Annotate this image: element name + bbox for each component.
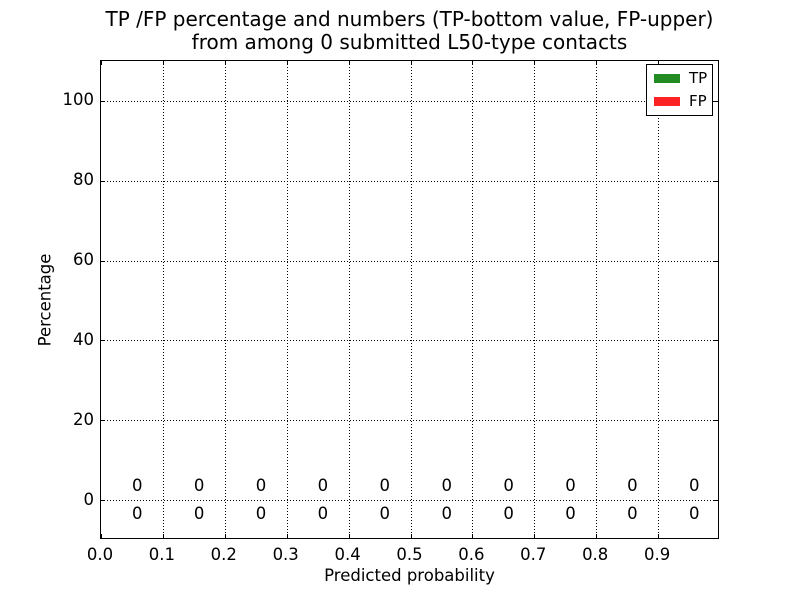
x-gridline [534, 61, 536, 538]
x-tick-bottom [410, 534, 412, 538]
x-tick-top [472, 61, 474, 65]
x-tick-label: 0.8 [582, 545, 609, 564]
y-tick-label: 20 [73, 409, 94, 429]
y-gridline [101, 340, 718, 342]
y-tick-label: 60 [73, 250, 94, 270]
y-gridline [101, 420, 718, 422]
x-gridline [658, 61, 660, 538]
fp-count-annotation: 0 [503, 476, 514, 496]
x-gridline [224, 61, 226, 538]
tp-count-annotation: 0 [255, 504, 267, 524]
y-tick-right [714, 100, 718, 102]
x-tick-label: 0.6 [458, 545, 485, 564]
y-tick-right [714, 340, 718, 342]
fp-count-annotation: 0 [131, 476, 143, 496]
y-tick-right [714, 180, 718, 182]
x-gridline [348, 61, 350, 538]
x-gridline [286, 61, 288, 538]
x-tick-top [224, 61, 226, 65]
fp-count-annotation: 0 [565, 476, 576, 496]
y-tick-left [101, 500, 105, 502]
x-tick-top [101, 61, 102, 65]
fp-count-annotation: 0 [317, 476, 329, 496]
y-tick-label: 100 [62, 90, 95, 110]
legend-label-tp: TP [689, 69, 708, 87]
x-gridline [162, 61, 164, 538]
x-tick-top [286, 61, 288, 65]
fp-count-annotation: 0 [379, 476, 391, 496]
legend-entry-tp: TP [647, 67, 712, 90]
tp-count-annotation: 0 [193, 504, 205, 524]
fp-count-annotation: 0 [689, 476, 700, 496]
y-tick-label: 80 [73, 170, 94, 190]
fp-count-annotation: 0 [255, 476, 267, 496]
tp-count-annotation: 0 [317, 504, 329, 524]
x-tick-label: 0.3 [272, 545, 299, 564]
x-axis-label: Predicted probability [324, 566, 495, 585]
chart-title-line-2: from among 0 submitted L50-type contacts [191, 29, 628, 54]
y-tick-left [101, 260, 105, 262]
legend-entry-fp: FP [647, 90, 712, 113]
legend-swatch-fp [654, 97, 680, 106]
y-gridline [101, 180, 718, 182]
legend-swatch-tp [654, 74, 680, 83]
fp-count-annotation: 0 [627, 476, 638, 496]
y-tick-right [714, 260, 718, 262]
y-tick-left [101, 100, 105, 102]
plot-area: 0 0 0 0 0 0 0 0 0 0 0 0 0 0 0 0 0 0 0 0 TP FP [100, 60, 719, 539]
x-tick-top [410, 61, 412, 65]
y-tick-right [714, 420, 718, 422]
x-tick-bottom [472, 534, 474, 538]
x-tick-label: 0.0 [86, 545, 114, 564]
x-gridline [472, 61, 474, 538]
x-tick-top [348, 61, 350, 65]
y-tick-label: 40 [73, 329, 94, 349]
tp-count-annotation: 0 [627, 504, 638, 524]
x-tick-top [162, 61, 164, 65]
x-tick-label: 0.5 [396, 545, 423, 564]
x-tick-label: 0.1 [148, 545, 176, 564]
y-tick-left [101, 420, 105, 422]
x-tick-bottom [596, 534, 598, 538]
y-gridline [101, 100, 718, 102]
x-tick-top [658, 61, 660, 65]
y-tick-label: 0 [83, 489, 95, 509]
tp-count-annotation: 0 [131, 504, 143, 524]
x-tick-top [596, 61, 598, 65]
tp-count-annotation: 0 [565, 504, 576, 524]
fp-count-annotation: 0 [193, 476, 205, 496]
tp-count-annotation: 0 [379, 504, 391, 524]
tp-count-annotation: 0 [441, 504, 452, 524]
x-tick-bottom [658, 534, 660, 538]
legend: TP FP [646, 64, 713, 116]
x-tick-bottom [286, 534, 288, 538]
y-gridline [101, 500, 718, 502]
x-gridline [410, 61, 412, 538]
x-tick-top [534, 61, 536, 65]
x-tick-bottom [224, 534, 226, 538]
legend-label-fp: FP [689, 92, 707, 110]
x-tick-label: 0.7 [520, 545, 547, 564]
chart-title: TP /FP percentage and numbers (TP-bottom… [100, 8, 719, 53]
x-tick-bottom [348, 534, 350, 538]
x-tick-label: 0.2 [210, 545, 237, 564]
x-gridline [596, 61, 598, 538]
y-tick-left [101, 340, 105, 342]
fp-count-annotation: 0 [441, 476, 452, 496]
y-tick-right [714, 500, 718, 502]
x-tick-label: 0.9 [643, 545, 671, 564]
y-gridline [101, 260, 718, 262]
y-tick-left [101, 180, 105, 182]
tp-count-annotation: 0 [689, 504, 700, 524]
x-tick-label: 0.4 [334, 545, 361, 564]
x-tick-bottom [534, 534, 536, 538]
x-tick-bottom [101, 534, 102, 538]
x-tick-bottom [162, 534, 164, 538]
chart-title-line-1: TP /FP percentage and numbers (TP-bottom… [105, 7, 714, 31]
tp-count-annotation: 0 [503, 504, 514, 524]
